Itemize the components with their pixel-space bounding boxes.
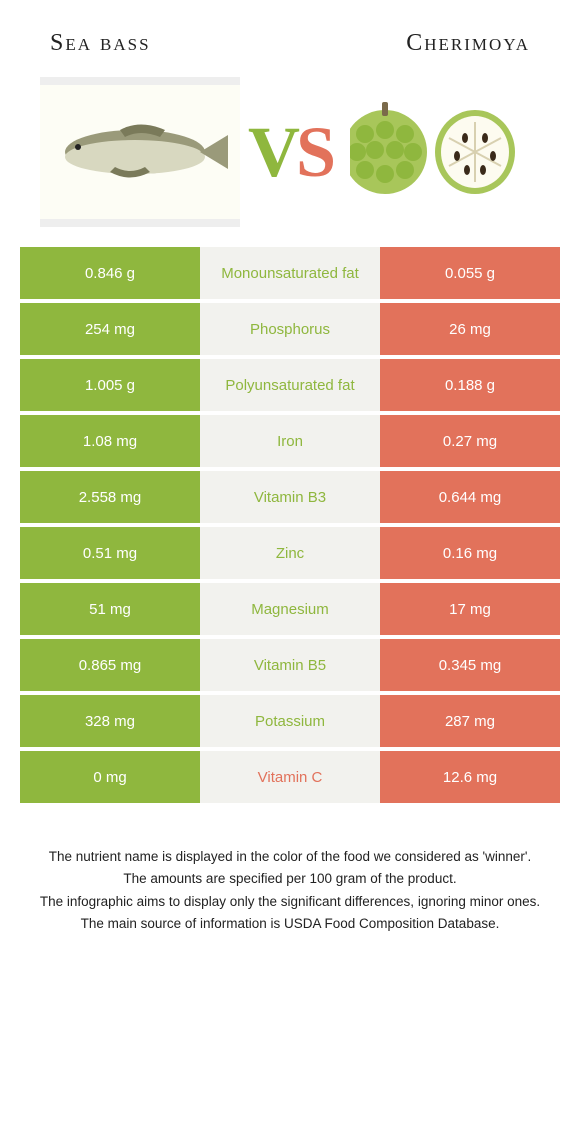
- cell-nutrient-label: Vitamin B3: [200, 471, 380, 523]
- table-row: 254 mgPhosphorus26 mg: [20, 303, 560, 355]
- fish-icon: [50, 117, 230, 187]
- cherimoya-icon: [350, 92, 530, 212]
- cell-right-value: 12.6 mg: [380, 751, 560, 803]
- cell-nutrient-label: Zinc: [200, 527, 380, 579]
- cell-nutrient-label: Vitamin C: [200, 751, 380, 803]
- hero-row: VS: [0, 77, 580, 247]
- vs-v: V: [248, 112, 296, 192]
- cell-right-value: 17 mg: [380, 583, 560, 635]
- cell-nutrient-label: Polyunsaturated fat: [200, 359, 380, 411]
- footer-line-2: The amounts are specified per 100 gram o…: [30, 869, 550, 889]
- cell-left-value: 0 mg: [20, 751, 200, 803]
- cell-right-value: 26 mg: [380, 303, 560, 355]
- table-row: 51 mgMagnesium17 mg: [20, 583, 560, 635]
- footer-notes: The nutrient name is displayed in the co…: [0, 807, 580, 934]
- cell-left-value: 328 mg: [20, 695, 200, 747]
- comparison-table: 0.846 gMonounsaturated fat0.055 g254 mgP…: [0, 247, 580, 803]
- cell-right-value: 0.055 g: [380, 247, 560, 299]
- vs-s: S: [296, 112, 332, 192]
- food-right-title: Cherimoya: [406, 30, 530, 57]
- cell-left-value: 1.08 mg: [20, 415, 200, 467]
- cell-left-value: 51 mg: [20, 583, 200, 635]
- cell-right-value: 0.644 mg: [380, 471, 560, 523]
- cell-left-value: 2.558 mg: [20, 471, 200, 523]
- footer-line-4: The main source of information is USDA F…: [30, 914, 550, 934]
- cell-left-value: 0.51 mg: [20, 527, 200, 579]
- footer-line-1: The nutrient name is displayed in the co…: [30, 847, 550, 867]
- cell-nutrient-label: Phosphorus: [200, 303, 380, 355]
- table-row: 0 mgVitamin C12.6 mg: [20, 751, 560, 803]
- cell-left-value: 0.846 g: [20, 247, 200, 299]
- cell-nutrient-label: Potassium: [200, 695, 380, 747]
- food-right-image: [340, 77, 540, 227]
- table-row: 0.865 mgVitamin B50.345 mg: [20, 639, 560, 691]
- cell-left-value: 0.865 mg: [20, 639, 200, 691]
- cell-right-value: 0.16 mg: [380, 527, 560, 579]
- cell-left-value: 1.005 g: [20, 359, 200, 411]
- cell-nutrient-label: Monounsaturated fat: [200, 247, 380, 299]
- food-left-image: [40, 77, 240, 227]
- cell-right-value: 0.188 g: [380, 359, 560, 411]
- cell-nutrient-label: Vitamin B5: [200, 639, 380, 691]
- table-row: 1.08 mgIron0.27 mg: [20, 415, 560, 467]
- table-row: 2.558 mgVitamin B30.644 mg: [20, 471, 560, 523]
- cell-left-value: 254 mg: [20, 303, 200, 355]
- table-row: 1.005 gPolyunsaturated fat0.188 g: [20, 359, 560, 411]
- cell-nutrient-label: Iron: [200, 415, 380, 467]
- table-row: 0.51 mgZinc0.16 mg: [20, 527, 560, 579]
- cell-right-value: 287 mg: [380, 695, 560, 747]
- cell-right-value: 0.345 mg: [380, 639, 560, 691]
- food-left-title: Sea bass: [50, 30, 151, 57]
- table-row: 328 mgPotassium287 mg: [20, 695, 560, 747]
- table-row: 0.846 gMonounsaturated fat0.055 g: [20, 247, 560, 299]
- cell-nutrient-label: Magnesium: [200, 583, 380, 635]
- footer-line-3: The infographic aims to display only the…: [30, 892, 550, 912]
- cell-right-value: 0.27 mg: [380, 415, 560, 467]
- vs-label: VS: [248, 111, 332, 194]
